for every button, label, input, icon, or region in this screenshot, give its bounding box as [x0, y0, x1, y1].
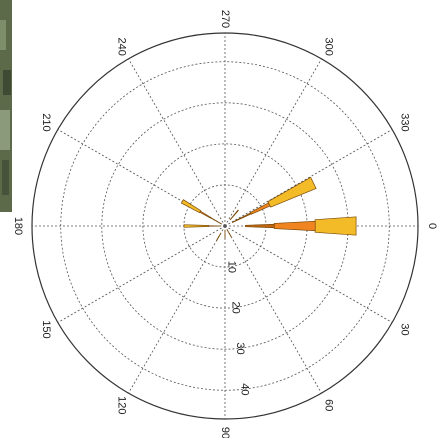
spoke-60: [224, 225, 322, 394]
angle-label-210: 210: [40, 113, 52, 131]
angle-label-90: 90: [219, 427, 231, 438]
spoke-240: [128, 58, 226, 227]
bar-7: [180, 199, 202, 214]
bar-9: [210, 217, 222, 225]
angle-label-300: 300: [323, 38, 335, 56]
bar-8: [199, 210, 212, 219]
angle-label-60: 60: [323, 399, 335, 411]
photo-strip: [0, 0, 12, 212]
angle-label-150: 150: [40, 320, 52, 338]
radial-label-20: 20: [230, 302, 242, 314]
spoke-330: [224, 129, 393, 227]
angle-label-180: 180: [12, 217, 24, 235]
bar-2: [245, 223, 275, 229]
spoke-150: [57, 225, 226, 323]
angle-label-270: 270: [219, 10, 231, 28]
bar-12: [216, 232, 222, 241]
bar-4: [249, 202, 271, 215]
angle-label-0: 0: [426, 223, 438, 229]
angle-label-120: 120: [116, 396, 128, 414]
spoke-300: [224, 58, 322, 227]
bar-10: [183, 224, 209, 228]
angle-label-330: 330: [398, 113, 410, 131]
bar-0: [314, 216, 357, 236]
angle-label-240: 240: [116, 38, 128, 56]
radial-label-40: 40: [238, 383, 250, 395]
spoke-30: [224, 225, 393, 323]
angle-label-30: 30: [398, 323, 410, 335]
bar-13: [226, 229, 232, 238]
spoke-120: [128, 225, 226, 394]
bar-3: [267, 176, 317, 208]
radial-label-10: 10: [225, 261, 237, 273]
bar-6: [229, 209, 239, 221]
bar-1: [273, 220, 316, 232]
radial-label-30: 30: [234, 342, 246, 354]
bar-5: [231, 212, 252, 224]
